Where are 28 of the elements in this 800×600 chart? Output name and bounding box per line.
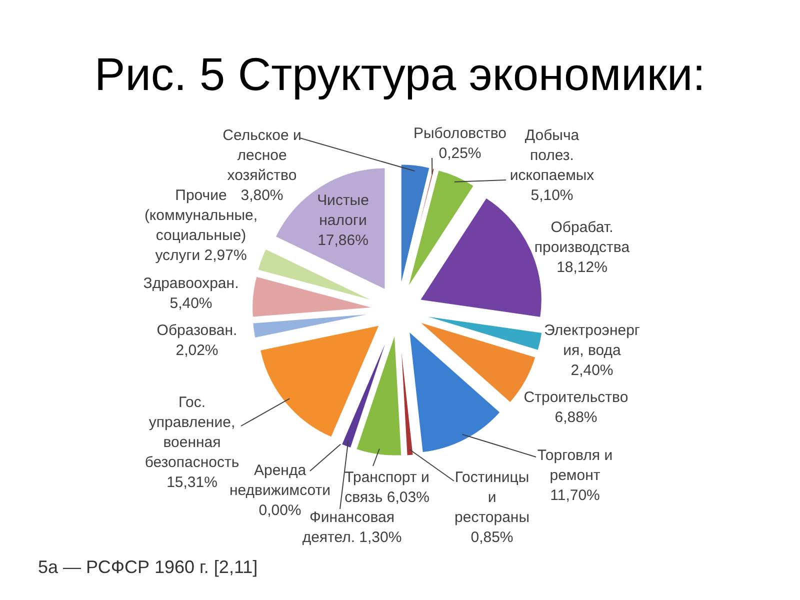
slice-label: Образован.	[156, 322, 238, 339]
data-label: 18,12%	[556, 259, 608, 276]
slice-label: Обрабат. производства	[534, 219, 630, 256]
data-label: 11,70%	[550, 487, 600, 504]
slice-label: Гостиницы и рестораны	[454, 469, 530, 526]
slice-label: Строительство	[524, 389, 628, 406]
data-label: 0,25%	[438, 145, 482, 162]
slice-label: Здравоохран.	[143, 275, 239, 292]
data-label: 15,31%	[166, 474, 218, 491]
slice-label: Чистые налоги	[317, 192, 369, 229]
slice-label: Транспорт и связь 6,03%	[344, 469, 430, 506]
slice-label: Торговля и ремонт	[537, 447, 613, 484]
data-label: 0,85%	[470, 529, 514, 546]
slice-label: Добыча полез. ископаемых	[510, 127, 595, 184]
text: 0,00%	[258, 502, 302, 519]
slice-label: Электроэнерг ия, вода	[544, 322, 640, 359]
data-label: 2,02%	[176, 342, 218, 359]
data-label: 2,40%	[570, 362, 614, 379]
slice-label: Финансовая деятел. 1,30%	[302, 509, 402, 546]
data-label: 17,86%	[318, 232, 368, 249]
chart-title: Рис. 5 Структура экономики:	[94, 48, 706, 100]
slice-label: Рыболовство	[414, 125, 506, 142]
data-label: 3,80%	[240, 187, 284, 204]
data-label: 5,10%	[530, 187, 574, 204]
data-label: 6,88%	[554, 409, 598, 426]
data-label: 5,40%	[170, 295, 212, 312]
slice-label: Сельское и лесное хозяйство	[222, 127, 302, 184]
text: 5а — РСФСР 1960 г. [2,11]	[38, 557, 258, 577]
